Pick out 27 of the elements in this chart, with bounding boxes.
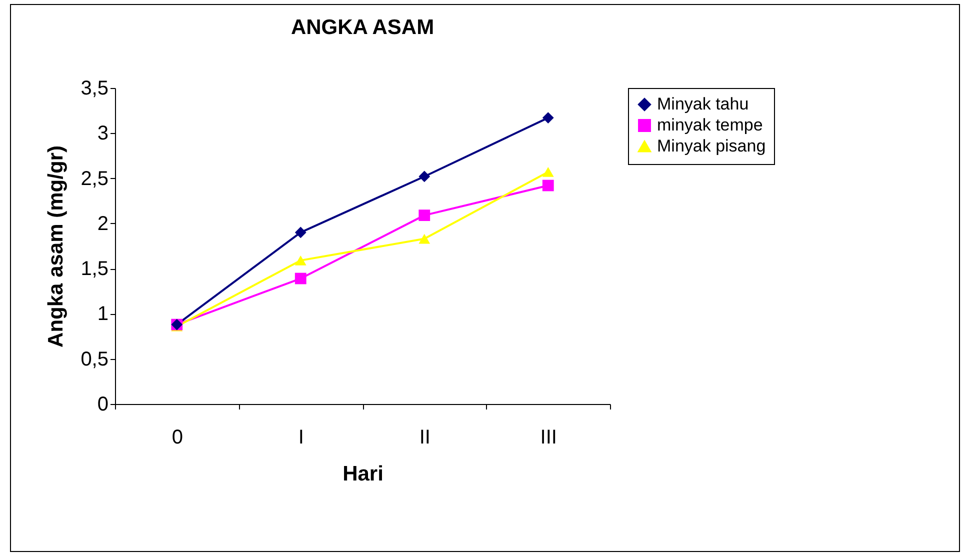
- point: [418, 234, 430, 244]
- point: [542, 180, 554, 192]
- y-tick-label: 0,5: [80, 348, 108, 370]
- y-tick-label: 2,5: [80, 168, 108, 190]
- point: [294, 226, 306, 238]
- point: [418, 210, 430, 222]
- point: [294, 272, 306, 284]
- legend-label: Minyak tahu: [657, 94, 749, 114]
- y-tick-label: 0: [97, 394, 108, 416]
- y-tick-label: 1,5: [80, 258, 108, 280]
- chart-title: ANGKA ASAM: [290, 16, 434, 39]
- y-tick-label: 3: [97, 122, 108, 145]
- y-tick-label: 3,5: [80, 78, 108, 100]
- x-tick-label: II: [419, 426, 430, 448]
- x-axis-title: Hari: [342, 462, 384, 486]
- point: [542, 112, 554, 124]
- point: [294, 256, 306, 266]
- point: [418, 170, 430, 182]
- y-axis-title: Angka asam (mg/gr): [44, 146, 68, 348]
- y-tick-label: 1: [97, 303, 108, 326]
- point: [542, 167, 554, 177]
- x-tick-label: 0: [172, 426, 183, 448]
- legend-label: minyak tempe: [657, 116, 763, 134]
- x-tick-label: III: [540, 426, 557, 448]
- y-tick-label: 2: [97, 212, 108, 235]
- legend-label: Minyak pisang: [657, 136, 766, 156]
- x-tick-label: I: [298, 426, 304, 448]
